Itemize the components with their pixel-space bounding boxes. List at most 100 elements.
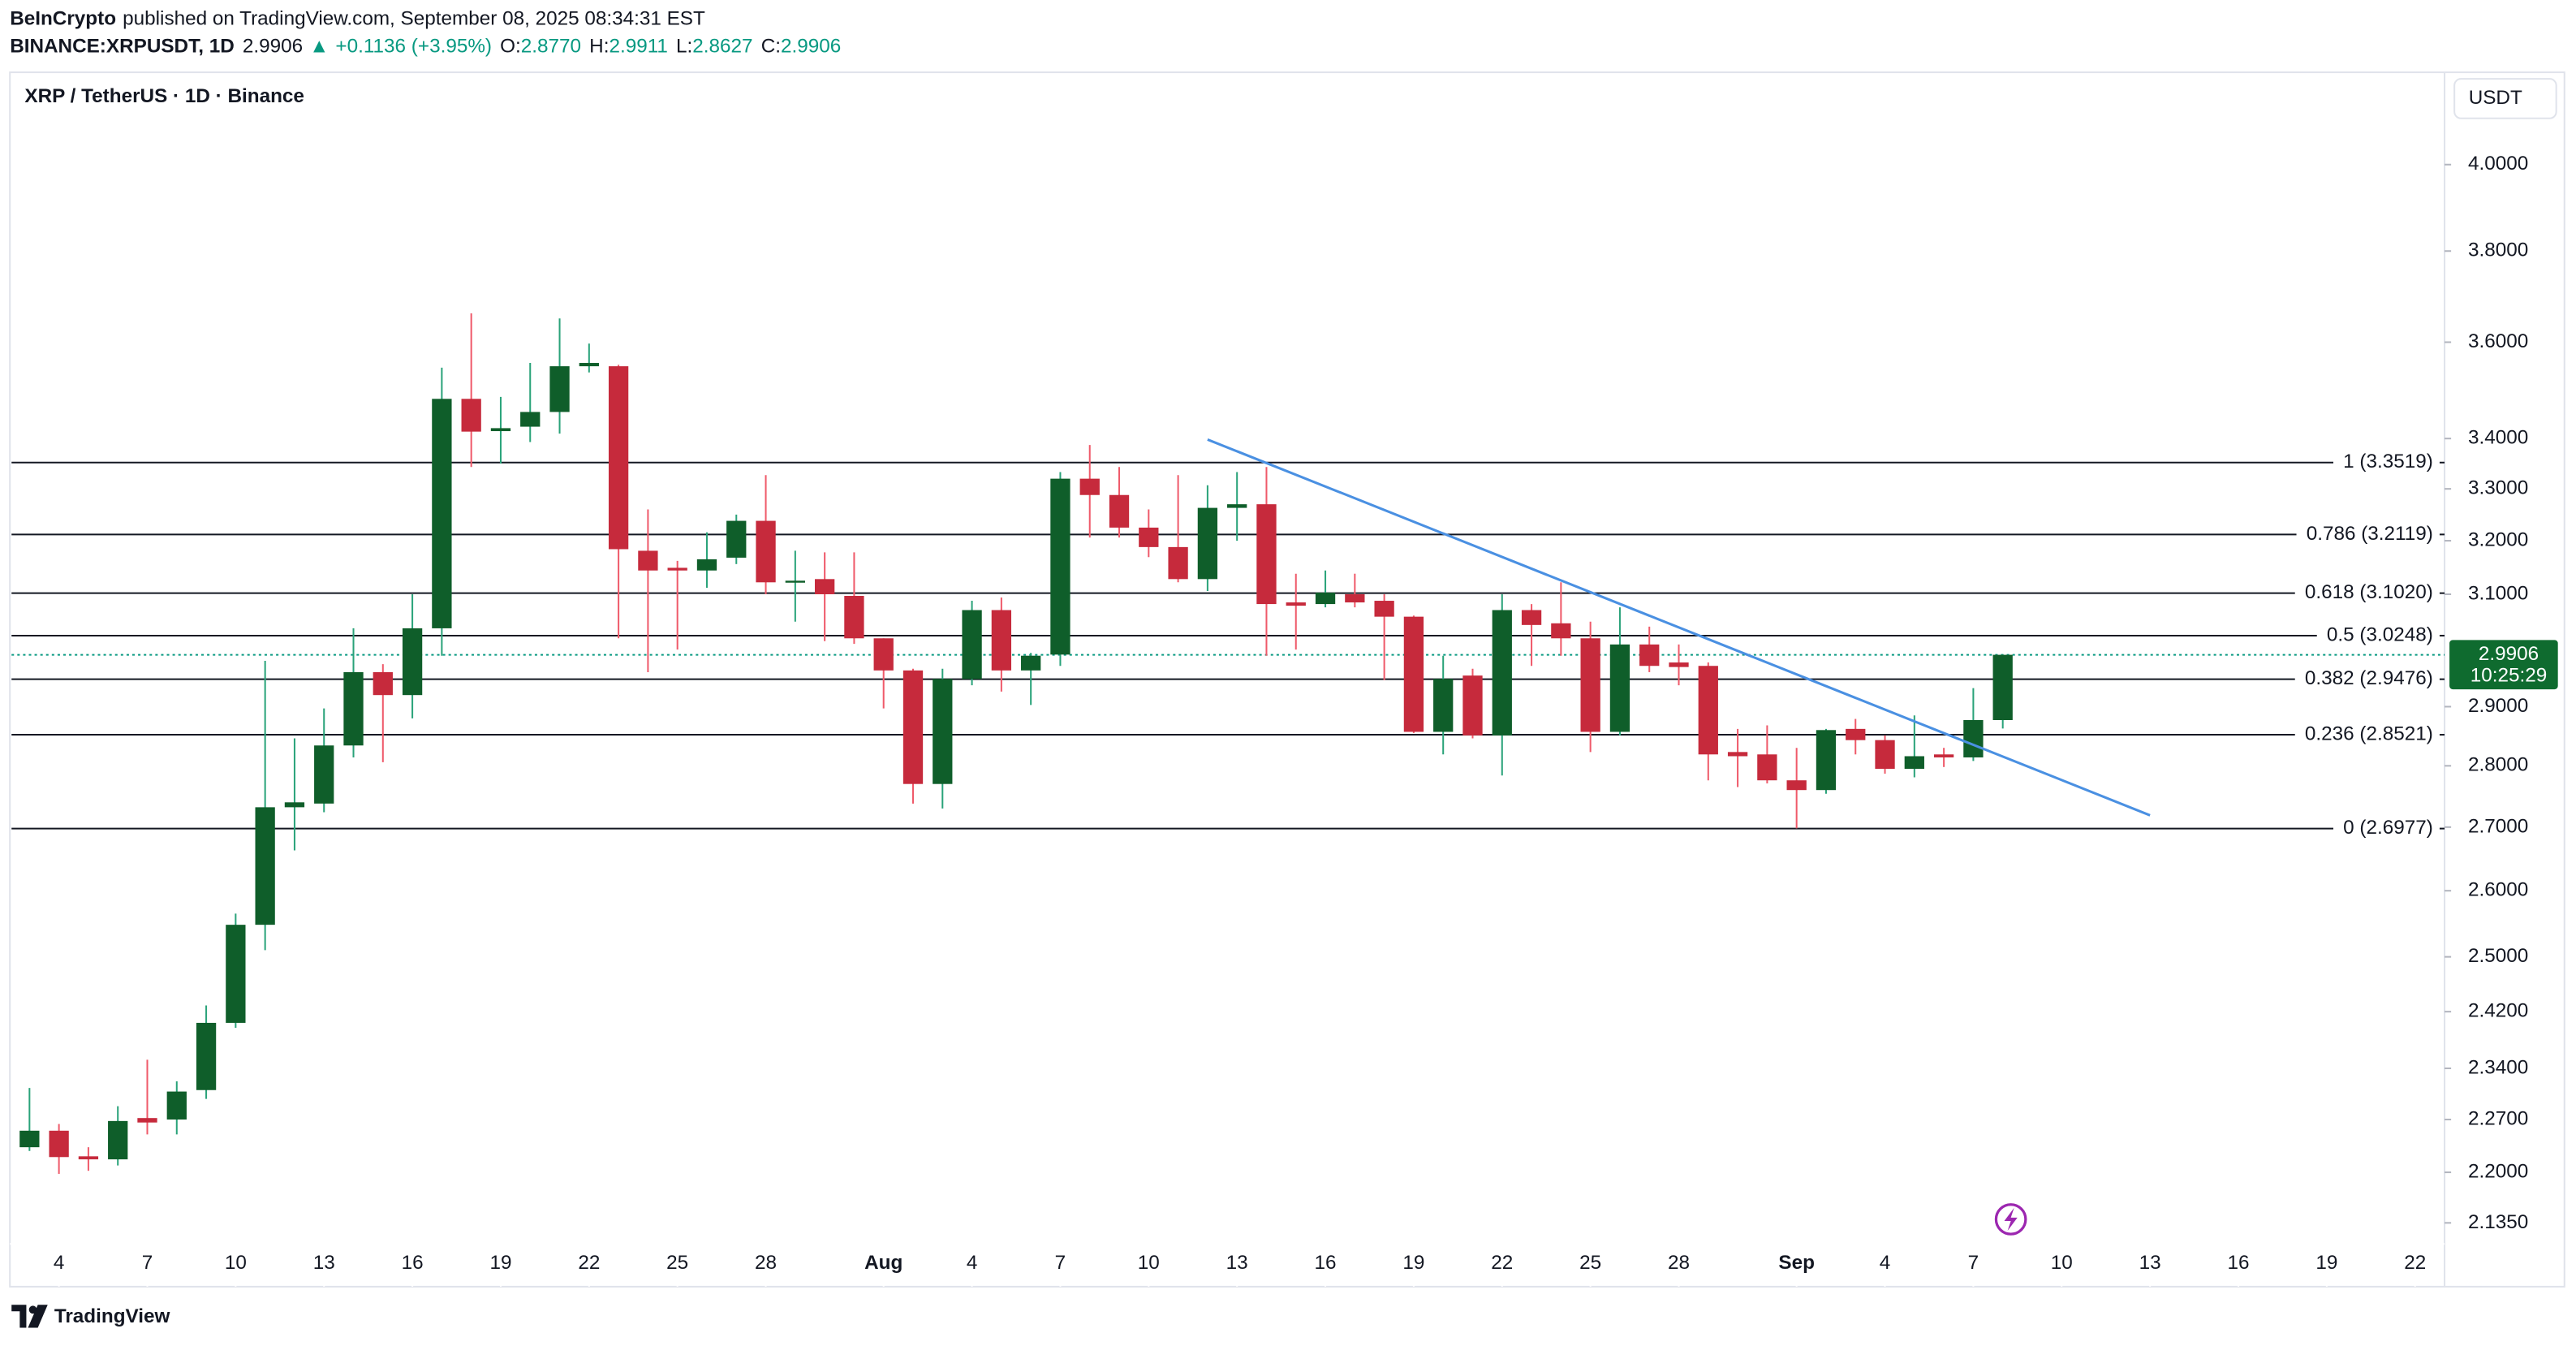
quote-value: 2.9911 (609, 36, 667, 58)
x-tick-label: Sep (1778, 1252, 1815, 1274)
candle-body (1875, 740, 1895, 770)
candle-body (402, 628, 423, 696)
candle-body (1521, 610, 1542, 625)
x-tick-label: 16 (1315, 1252, 1337, 1274)
y-tick-label: 2.9000 (2468, 695, 2528, 717)
candle-body (1992, 654, 2013, 720)
x-tick-label: 13 (2139, 1252, 2161, 1274)
candle-body (1197, 507, 1218, 580)
quote-value: 2.9906 (781, 36, 841, 58)
plot (11, 313, 2445, 1174)
candle-body (1345, 593, 1365, 603)
candle-body (962, 610, 982, 679)
candle-body (226, 925, 246, 1023)
candle-body (1050, 478, 1070, 655)
y-tick-label: 3.6000 (2468, 330, 2528, 352)
candle-body (579, 363, 599, 367)
x-tick-label: Aug (864, 1252, 902, 1274)
candle-body (549, 366, 570, 412)
candle-body (1256, 504, 1277, 605)
logo-slash[interactable] (28, 1305, 48, 1328)
x-tick-label: 7 (1055, 1252, 1066, 1274)
x-tick-label: 19 (1402, 1252, 1424, 1274)
candle-body (1580, 638, 1600, 732)
price-tag (2449, 640, 2558, 690)
x-tick-label: 16 (2227, 1252, 2249, 1274)
candle-body (1286, 602, 1306, 606)
x-tick-label: 28 (1668, 1252, 1690, 1274)
candle-body (1904, 756, 1924, 770)
fib-label: 0.618 (3.1020) (2305, 581, 2433, 603)
candle-body (1315, 592, 1336, 605)
candle-body (196, 1022, 217, 1090)
candle-body (1639, 644, 1660, 667)
alert-icon[interactable] (1994, 1203, 2027, 1236)
candle-body (19, 1130, 40, 1148)
candle-body (343, 671, 364, 746)
candle-body (814, 579, 835, 594)
currency[interactable]: USDT (2469, 87, 2522, 109)
candle-body (1757, 754, 1777, 781)
logo[interactable]: TradingView (11, 1305, 170, 1328)
candle-body (1609, 644, 1630, 732)
quote-key: O: (500, 36, 521, 58)
candle-body (1109, 494, 1130, 528)
y-tick-label: 3.1000 (2468, 582, 2528, 604)
candle-body (1021, 655, 1041, 671)
candle-body (667, 567, 687, 571)
currency-box[interactable] (2453, 78, 2557, 119)
candle-body (991, 610, 1012, 671)
fib-label: 0.236 (2.8521) (2305, 723, 2433, 744)
candle-body (726, 520, 747, 558)
logo-dot[interactable] (28, 1305, 37, 1314)
candle-body (1933, 754, 1954, 757)
y-tick-label: 2.2000 (2468, 1160, 2528, 1182)
x-tick-label: 4 (967, 1252, 978, 1274)
price-tag-countdown: 10:25:29 (2470, 664, 2548, 686)
y-tick-label: 3.8000 (2468, 239, 2528, 261)
candle-body (756, 520, 776, 583)
x-tick-label: 19 (489, 1252, 511, 1274)
x-tick-label: 10 (2051, 1252, 2073, 1274)
candle-body (490, 428, 511, 432)
quote-key: H: (589, 36, 609, 58)
logo-mark[interactable] (11, 1305, 27, 1328)
candle-body (1492, 610, 1512, 736)
fib-label: 0.5 (3.0248) (2327, 623, 2433, 645)
candle-body (373, 671, 393, 696)
candle-body (108, 1120, 128, 1160)
x-tick-label: 10 (225, 1252, 247, 1274)
quote-value: 2.8770 (521, 36, 581, 58)
y-tick-label: 2.1350 (2468, 1211, 2528, 1233)
y-tick-label: 3.4000 (2468, 427, 2528, 449)
x-tick-label: 10 (1138, 1252, 1160, 1274)
candle-body (520, 412, 541, 427)
x-tick-label: 22 (578, 1252, 600, 1274)
y-tick-label: 2.6000 (2468, 879, 2528, 901)
fib-label: 1 (3.3519) (2343, 451, 2433, 472)
chart-title: XRP / TetherUS · 1D · Binance (24, 85, 304, 107)
candle-body (1551, 623, 1571, 639)
candle-body (608, 366, 629, 550)
quote-key: L: (676, 36, 692, 58)
candle-body (78, 1156, 99, 1160)
x-tick-label: 4 (1880, 1252, 1891, 1274)
candle-body (1168, 546, 1188, 580)
candle-body (785, 580, 805, 583)
x-tick-label: 28 (755, 1252, 777, 1274)
quote-value: 2.8627 (692, 36, 752, 58)
logo-text[interactable]: TradingView (54, 1305, 170, 1327)
candle-body (1816, 730, 1837, 791)
y-tick-label: 2.4200 (2468, 1000, 2528, 1022)
x-tick-label: 7 (142, 1252, 153, 1274)
candle-body (49, 1130, 69, 1158)
candle-body (638, 550, 658, 571)
y-tick-label: 2.8000 (2468, 754, 2528, 776)
alert-circle[interactable] (1994, 1203, 2027, 1236)
candle-body (1727, 752, 1748, 757)
alert-bolt[interactable] (2004, 1207, 2018, 1232)
symbol: BINANCE:XRPUSDT, 1D (10, 36, 235, 58)
candle-body (166, 1091, 187, 1120)
candle-body (461, 399, 481, 432)
